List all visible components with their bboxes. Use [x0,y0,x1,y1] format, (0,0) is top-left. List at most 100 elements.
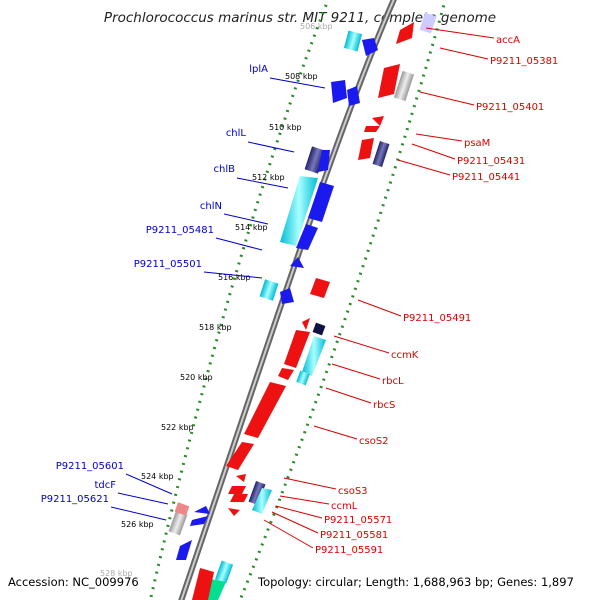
gene-reverse [396,22,414,44]
tick-label: 506 kbp [300,22,333,31]
reverse-gene-label: accA [496,35,520,46]
gene-reverse [228,486,246,494]
leader-line [283,477,337,490]
forward-gene-label: lplA [249,64,268,75]
leader-line [271,511,319,534]
reverse-genes [192,12,437,600]
forward-gene-label: P9211_05481 [146,225,214,236]
gene-reverse [284,330,310,368]
gene-reverse [378,64,400,98]
tick-label: 524 kbp [141,472,174,481]
leader-line [333,335,390,354]
gene-reverse [372,116,384,126]
reverse-gene-label: psaM [464,138,490,149]
gene-reverse [248,480,266,506]
leader-line [331,363,381,380]
forward-gene-label: chlL [226,128,247,139]
tick-label: 526 kbp [121,520,154,529]
leader-line [357,299,402,317]
gene-reverse [252,488,272,514]
forward-tick-rail [148,0,330,600]
leader-line [117,492,169,505]
gene-reverse [226,442,254,470]
gene-reverse [228,508,240,516]
forward-gene-label: P9211_05621 [41,494,109,505]
gene-forward [190,516,208,526]
leader-line [223,213,269,225]
gene-reverse [236,474,246,482]
gene-forward [343,30,363,52]
tick-labels: 506 kbp 508 kbp 510 kbp 512 kbp 514 kbp 516 k… [100,22,333,578]
leader-line [419,91,475,106]
gene-forward [362,38,378,56]
reverse-gene-label: ccmK [391,350,419,361]
forward-gene-label: chlN [200,201,222,212]
leader-line [425,27,495,39]
reverse-gene-label: P9211_05581 [320,530,388,541]
gene-forward [174,502,190,516]
gene-forward [304,146,326,174]
gene-reverse [393,70,415,102]
gene-reverse [244,382,286,438]
forward-gene-label: chlB [214,164,236,175]
gene-forward [318,150,330,172]
tick-label: 520 kbp [180,373,213,382]
reverse-gene-label: P9211_05381 [490,56,558,67]
tick-label: 518 kbp [199,323,232,332]
leader-line [397,159,451,176]
leader-line [313,425,358,440]
forward-gene-label: P9211_05601 [56,461,124,472]
gene-reverse [302,318,310,330]
gene-reverse [310,278,330,298]
gene-forward [331,80,347,103]
gene-reverse [278,368,294,380]
leader-line [275,505,323,519]
gene-forward [259,279,279,301]
forward-gene-label: P9211_05501 [134,259,202,270]
gene-forward [290,257,304,268]
gene-forward [176,540,192,560]
gene-reverse [296,370,310,386]
accession-text: Accession: NC_009976 [8,575,139,589]
reverse-gene-label: P9211_05431 [457,156,525,167]
tick-label: 528 kbp [100,569,133,578]
gene-forward [296,224,318,250]
leader-line [325,387,372,404]
reverse-gene-label: ccmL [331,501,358,512]
leader-line [247,141,295,153]
gene-reverse [372,141,390,167]
forward-genes [168,30,378,600]
gene-reverse [358,138,374,160]
reverse-tick-rail [238,0,447,600]
gene-forward [308,182,334,222]
gene-forward [194,506,210,514]
reverse-gene-label: P9211_05591 [315,545,383,556]
tick-label: 516 kbp [218,273,251,282]
tick-label: 514 kbp [235,223,268,232]
leader-line [236,177,289,189]
gene-reverse [302,336,326,376]
gene-reverse [192,568,214,600]
tick-label: 508 kbp [285,72,318,81]
forward-gene-label: tdcF [94,480,116,491]
reverse-gene-label: P9211_05441 [452,172,520,183]
tick-label: 510 kbp [269,123,302,132]
reverse-gene-label: rbcS [373,400,395,411]
gene-forward [347,86,360,106]
leader-line [269,77,326,89]
reverse-gene-label: P9211_05401 [476,102,544,113]
leader-line [263,519,314,549]
leader-line [215,237,263,251]
tick-label: 512 kbp [252,173,285,182]
leader-line [110,506,167,521]
reverse-gene-label: P9211_05491 [403,313,471,324]
reverse-gene-label: P9211_05571 [324,515,392,526]
leader-line [125,473,173,495]
gene-forward [280,288,294,304]
gene-reverse [364,126,380,132]
map-title: Prochlorococcus marinus str. MIT 9211, c… [103,10,497,26]
gene-forward [280,176,318,246]
reverse-gene-label: csoS2 [359,436,389,447]
leader-line [279,495,330,505]
